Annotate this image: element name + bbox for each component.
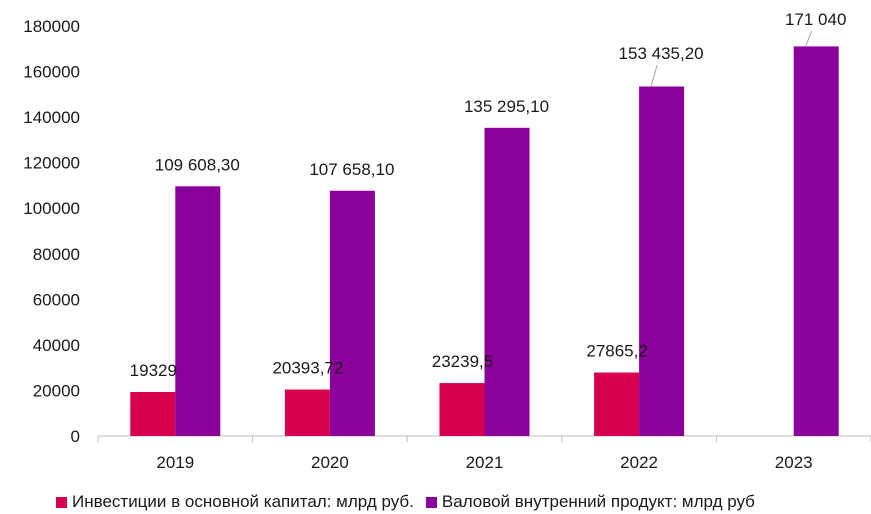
x-tick-label: 2022 — [620, 453, 658, 472]
x-tick-label: 2020 — [311, 453, 349, 472]
leader-line — [650, 64, 658, 87]
bar-gdp — [175, 186, 221, 436]
y-tick-label: 60000 — [33, 290, 80, 309]
data-label-gdp: 109 608,30 — [155, 155, 240, 174]
data-label-investments: 27865,2 — [586, 342, 647, 361]
leader-line — [805, 30, 813, 47]
legend-label-investments: Инвестиции в основной капитал: млрд руб. — [72, 492, 414, 511]
y-tick-label: 160000 — [23, 63, 80, 82]
legend-item-gdp: Валовой внутренний продукт: млрд руб — [425, 492, 755, 512]
bar-investments — [594, 372, 640, 436]
data-label-gdp: 135 295,10 — [464, 97, 549, 116]
y-tick-label: 100000 — [23, 199, 80, 218]
data-label-gdp: 107 658,10 — [309, 160, 394, 179]
bar-gdp — [793, 46, 839, 437]
x-tick-label: 2023 — [775, 453, 813, 472]
legend-swatch-gdp — [425, 496, 437, 508]
bar-gdp — [639, 86, 685, 436]
bar-investments — [439, 383, 485, 436]
bar-gdp — [329, 190, 375, 436]
legend: Инвестиции в основной капитал: млрд руб.… — [56, 492, 755, 512]
data-label-investments: 19329 — [130, 361, 177, 380]
x-axis: 2019 2020 2021 2022 2023 — [97, 435, 871, 472]
data-label-gdp: 171 040 — [785, 10, 846, 29]
y-tick-label: 80000 — [33, 245, 80, 264]
y-tick-label: 140000 — [23, 108, 80, 127]
x-tick-label: 2019 — [156, 453, 194, 472]
data-labels: 19329 109 608,30 20393,72 107 658,10 23239,5… — [130, 10, 847, 380]
data-label-gdp: 153 435,20 — [619, 44, 704, 63]
y-tick-label: 20000 — [33, 381, 80, 400]
y-tick-label: 0 — [71, 427, 80, 446]
bar-investments — [284, 389, 330, 436]
data-label-investments: 20393,72 — [272, 359, 343, 378]
bar-investments — [130, 391, 176, 436]
y-axis: 0 20000 40000 60000 80000 100000 120000 140000 1… — [23, 17, 80, 446]
y-tick-label: 40000 — [33, 336, 80, 355]
y-tick-label: 120000 — [23, 154, 80, 173]
legend-label-gdp: Валовой внутренний продукт: млрд руб — [441, 492, 755, 511]
bar-chart: 0 20000 40000 60000 80000 100000 120000 140000 1… — [23, 10, 871, 472]
bar-gdp — [484, 127, 530, 437]
x-tick-label: 2021 — [466, 453, 504, 472]
legend-item-investments: Инвестиции в основной капитал: млрд руб. — [56, 492, 414, 512]
legend-swatch-investments — [56, 496, 67, 508]
y-tick-label: 180000 — [23, 17, 80, 36]
data-label-investments: 23239,5 — [432, 352, 493, 371]
bars — [130, 46, 839, 437]
